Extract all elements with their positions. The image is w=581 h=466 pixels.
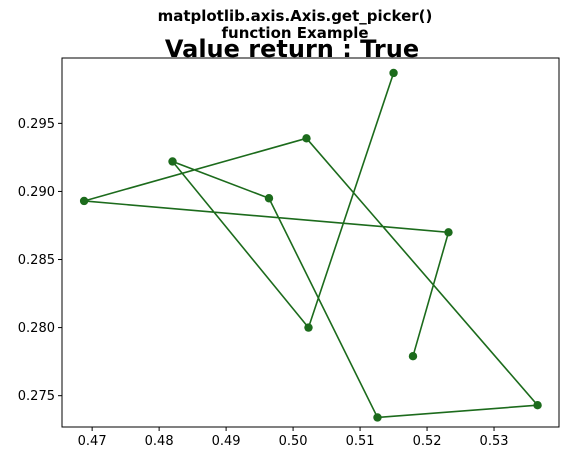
- data-point: [302, 134, 311, 143]
- y-tick-label: 0.290: [18, 185, 55, 200]
- x-tick-label: 0.52: [413, 434, 442, 449]
- data-point: [389, 68, 398, 78]
- data-point: [408, 351, 418, 361]
- y-tick-label: 0.275: [18, 389, 55, 404]
- plot-area: 0.47 0.48 0.49 0.50 0.51 0.52 0.53 0.2750.2800…: [18, 57, 560, 449]
- series-layer: [79, 68, 542, 422]
- y-tick-label: 0.295: [18, 117, 55, 132]
- chart-title-line-1: matplotlib.axis.Axis.get_picker(): [158, 7, 433, 25]
- x-tick-label: 0.53: [480, 434, 509, 449]
- y-tick-label: 0.280: [18, 321, 55, 336]
- data-point: [168, 157, 177, 166]
- series-line: [83, 72, 540, 419]
- data-point: [304, 323, 313, 332]
- chart-title-line-2: function Example: [221, 24, 368, 42]
- x-tick-label: 0.50: [279, 434, 308, 449]
- data-point: [444, 228, 453, 237]
- data-point: [373, 413, 382, 422]
- x-tick-label: 0.51: [346, 434, 375, 449]
- y-axis: 0.275 0.280 0.285 0.290 0.295: [18, 117, 62, 404]
- x-tick-label: 0.48: [145, 434, 174, 449]
- x-tick-label: 0.47: [78, 434, 107, 449]
- x-axis: 0.47 0.48 0.49 0.50 0.51 0.52 0.53: [78, 427, 509, 449]
- chart-suptitle: Value return : True: [165, 35, 419, 63]
- x-tick-label: 0.49: [212, 434, 241, 449]
- y-tick-label: 0.285: [18, 253, 55, 268]
- data-point: [79, 196, 89, 206]
- data-point: [264, 194, 274, 203]
- axes-frame: [61, 57, 560, 428]
- data-point: [533, 401, 542, 410]
